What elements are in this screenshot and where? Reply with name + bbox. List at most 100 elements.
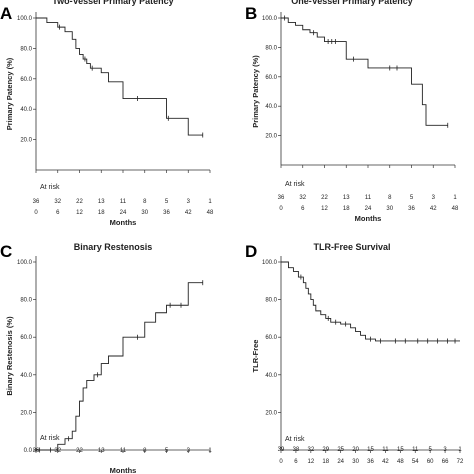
panel-b: B One-Vessel Primary Patency 20.0 40.0 60.0 8… <box>245 0 459 223</box>
at-risk-count: 22 <box>76 448 83 454</box>
x-tick-label: 18 <box>322 459 329 465</box>
y-tick-label: 80.0 <box>20 46 32 52</box>
panel-a: A Two-Vessel Primary Patency 20.0 40.0 60.0 8… <box>0 0 214 227</box>
y-tick-label: 0.0 <box>24 448 33 454</box>
x-tick-label: 0 <box>34 210 38 216</box>
at-risk-count: 29 <box>322 447 329 453</box>
panel-title: Two-Vessel Primary Patency <box>52 0 173 6</box>
at-risk-count: 3 <box>432 195 436 201</box>
y-tick-label: 100.0 <box>262 260 278 266</box>
at-risk-count: 13 <box>98 199 105 205</box>
x-tick-label: 24 <box>365 206 372 212</box>
at-risk-count: 36 <box>278 195 285 201</box>
y-tick-label: 40.0 <box>265 104 277 110</box>
at-risk-count: 13 <box>343 195 350 201</box>
x-tick-label: 66 <box>442 459 449 465</box>
x-tick-label: 18 <box>343 206 350 212</box>
y-tick-label: 60.0 <box>20 77 32 83</box>
x-tick-label: 48 <box>397 459 404 465</box>
at-risk-count: 20 <box>352 447 359 453</box>
y-tick-label: 60.0 <box>20 335 32 341</box>
at-risk-count: 11 <box>382 447 389 453</box>
at-risk-count: 11 <box>120 199 127 205</box>
at-risk-label: At risk <box>40 435 60 442</box>
x-tick-label: 48 <box>207 210 214 216</box>
y-tick-label: 60.0 <box>265 335 277 341</box>
at-risk-count: 11 <box>365 195 372 201</box>
at-risk-count: 32 <box>307 447 314 453</box>
panel-letter: B <box>245 4 257 23</box>
panel-letter: D <box>245 242 257 261</box>
at-risk-count: 5 <box>428 447 432 453</box>
at-risk-count: 15 <box>397 447 404 453</box>
x-tick-label: 30 <box>352 459 359 465</box>
x-axis-label: Months <box>110 218 137 227</box>
x-tick-label: 72 <box>457 459 464 465</box>
y-tick-label: 60.0 <box>265 75 277 81</box>
y-tick-label: 40.0 <box>20 373 32 379</box>
x-tick-label: 6 <box>294 459 298 465</box>
x-tick-label: 60 <box>427 459 434 465</box>
survival-curve <box>36 17 203 136</box>
x-tick-label: 24 <box>337 459 344 465</box>
x-tick-label: 6 <box>301 206 305 212</box>
x-tick-label: 36 <box>408 206 415 212</box>
at-risk-count: 36 <box>33 199 40 205</box>
at-risk-count: 22 <box>321 195 328 201</box>
at-risk-count: 5 <box>165 448 169 454</box>
y-tick-label: 80.0 <box>265 298 277 304</box>
y-tick-label: 40.0 <box>265 373 277 379</box>
x-tick-label: 48 <box>452 206 459 212</box>
at-risk-count: 8 <box>143 199 147 205</box>
x-tick-label: 12 <box>76 210 83 216</box>
at-risk-count: 1 <box>208 448 212 454</box>
x-tick-label: 42 <box>382 459 389 465</box>
at-risk-count: 32 <box>299 195 306 201</box>
x-tick-label: 30 <box>141 210 148 216</box>
survival-curve <box>36 282 203 451</box>
y-tick-label: 20.0 <box>265 134 277 140</box>
panel-title: Binary Restenosis <box>74 242 153 252</box>
survival-curve <box>281 17 448 126</box>
y-tick-label: 40.0 <box>20 107 32 113</box>
x-tick-label: 24 <box>120 210 127 216</box>
x-tick-label: 36 <box>163 210 170 216</box>
at-risk-count: 11 <box>412 447 419 453</box>
x-tick-label: 42 <box>430 206 437 212</box>
x-tick-label: 0 <box>279 459 283 465</box>
at-risk-count: 3 <box>443 447 447 453</box>
at-risk-label: At risk <box>40 184 60 191</box>
x-tick-label: 42 <box>185 210 192 216</box>
x-tick-label: 54 <box>412 459 419 465</box>
at-risk-count: 3 <box>187 448 191 454</box>
at-risk-label: At risk <box>285 436 305 443</box>
at-risk-count: 32 <box>54 199 61 205</box>
at-risk-count: 25 <box>337 447 344 453</box>
y-axis-label: TLR-Free <box>251 340 260 373</box>
x-tick-label: 18 <box>98 210 105 216</box>
x-tick-label: 6 <box>56 210 60 216</box>
x-tick-label: 30 <box>386 206 393 212</box>
at-risk-count: 39 <box>278 447 285 453</box>
at-risk-count: 22 <box>76 199 83 205</box>
y-tick-label: 100.0 <box>262 16 278 22</box>
y-axis-label: Primary Patency (%) <box>5 57 14 130</box>
at-risk-count: 1 <box>458 447 462 453</box>
x-axis-label: Months <box>355 214 382 223</box>
survival-curve <box>281 261 460 342</box>
at-risk-count: 3 <box>187 199 191 205</box>
y-tick-label: 100.0 <box>17 16 33 22</box>
at-risk-label: At risk <box>285 181 305 188</box>
at-risk-count: 11 <box>120 448 127 454</box>
at-risk-count: 1 <box>453 195 457 201</box>
y-tick-label: 80.0 <box>265 45 277 51</box>
at-risk-count: 32 <box>54 448 61 454</box>
x-tick-label: 12 <box>321 206 328 212</box>
at-risk-count: 5 <box>165 199 169 205</box>
y-axis-label: Binary Restenosis (%) <box>5 316 14 396</box>
y-tick-label: 20.0 <box>20 138 32 144</box>
panel-letter: C <box>0 242 12 261</box>
panel-title: TLR-Free Survival <box>313 242 390 252</box>
at-risk-count: 8 <box>143 448 147 454</box>
